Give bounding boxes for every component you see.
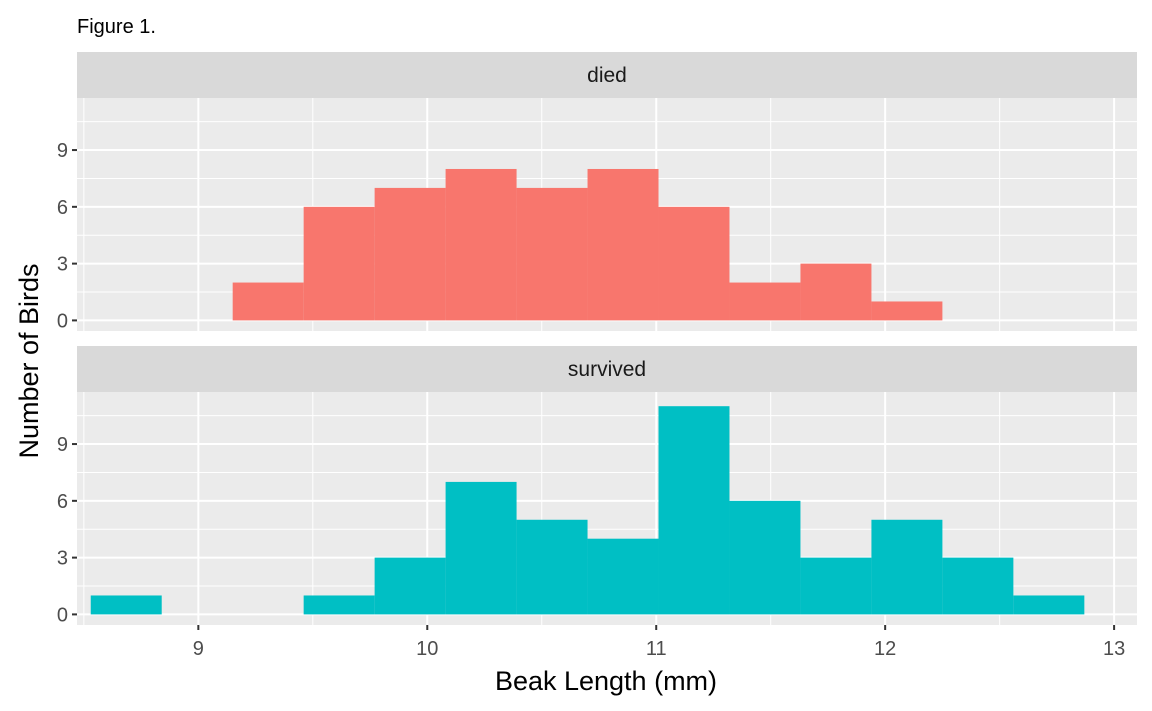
y-tick-label: 6	[57, 197, 68, 219]
facet-panel-survived: survived 0 3 6 9	[57, 346, 1137, 626]
histogram-bar	[516, 519, 588, 615]
facet-strip	[77, 346, 1137, 392]
y-tick-label: 0	[57, 310, 68, 332]
histogram-bar	[516, 187, 588, 321]
x-tick-label: 12	[874, 638, 896, 660]
histogram-bar	[871, 519, 943, 615]
figure-title: Figure 1.	[77, 16, 156, 38]
histogram-bar	[729, 282, 801, 321]
histogram-bar	[800, 263, 872, 321]
histogram-bar	[658, 206, 730, 321]
y-tick-label: 9	[57, 434, 68, 456]
histogram-bar	[942, 557, 1014, 615]
histogram-bar	[871, 301, 943, 321]
y-tick-label: 9	[57, 140, 68, 162]
histogram-bar	[374, 187, 446, 321]
y-axis-label: Number of Birds	[14, 263, 44, 458]
y-tick-label: 3	[57, 548, 68, 570]
histogram-bar	[445, 168, 517, 321]
facet-panel-died: died 0 3 6 9	[57, 52, 1137, 332]
x-tick-label: 9	[193, 638, 204, 660]
histogram-bar	[587, 168, 659, 321]
x-tick-label: 11	[646, 638, 667, 660]
histogram-bar	[1013, 595, 1085, 615]
histogram-bar	[232, 282, 304, 321]
y-tick-label: 6	[57, 491, 68, 513]
y-tick-label: 0	[57, 604, 68, 626]
histogram-bar	[445, 481, 517, 615]
histogram-bar	[303, 595, 375, 615]
histogram-bar	[800, 557, 872, 615]
histogram-bar	[658, 406, 730, 615]
histogram-bar	[587, 538, 659, 615]
histogram-bar	[729, 500, 801, 615]
y-tick-label: 3	[57, 254, 68, 276]
x-tick-label: 10	[416, 638, 438, 660]
histogram-bar	[374, 557, 446, 615]
histogram-bar	[90, 595, 162, 615]
facet-strip-label: survived	[568, 358, 646, 381]
x-axis-label: Beak Length (mm)	[495, 666, 717, 696]
x-tick-label: 13	[1103, 638, 1125, 660]
facet-strip	[77, 52, 1137, 98]
x-axis: 9 10 11 12 13	[193, 625, 1125, 660]
histogram-bar	[303, 206, 375, 321]
facet-strip-label: died	[587, 64, 627, 87]
facet-panels: died 0 3 6 9 survived 0 3 6 9	[57, 52, 1137, 626]
